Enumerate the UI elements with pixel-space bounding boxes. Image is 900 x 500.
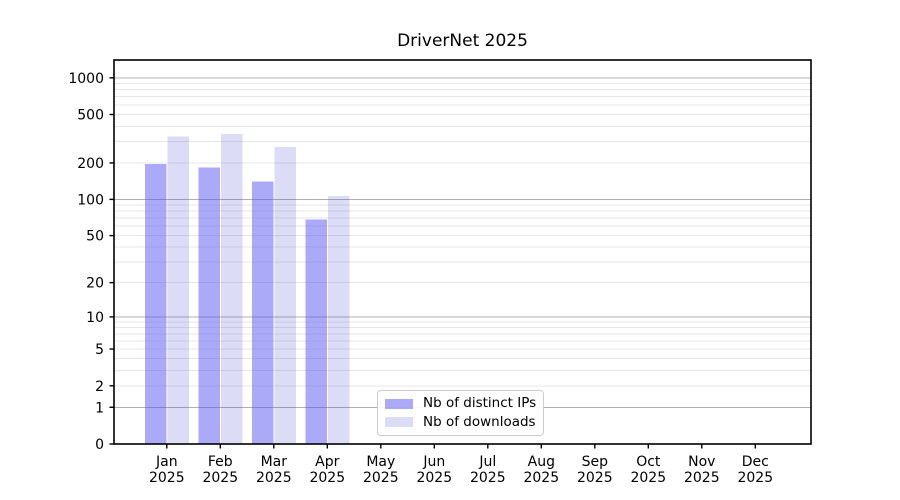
x-tick-label-month: Jun xyxy=(422,454,445,470)
legend-swatch-downloads xyxy=(385,417,413,428)
legend-item-distinct-ips: Nb of distinct IPs xyxy=(385,396,537,412)
y-tick-label: 10 xyxy=(86,310,104,326)
x-tick-label-year: 2025 xyxy=(202,470,238,486)
legend-item-downloads: Nb of downloads xyxy=(385,414,537,430)
x-tick-label-year: 2025 xyxy=(309,470,345,486)
x-tick-label-month: Nov xyxy=(688,454,715,470)
x-tick-label-year: 2025 xyxy=(737,470,773,486)
bar-jan-downloads xyxy=(167,136,189,444)
x-tick-label-month: Oct xyxy=(636,454,661,470)
legend-swatch-distinct-ips xyxy=(385,398,413,409)
y-tick-label: 2 xyxy=(95,379,104,395)
legend-label-downloads: Nb of downloads xyxy=(423,413,536,430)
bar-mar-downloads xyxy=(274,147,296,444)
legend-label-distinct-ips: Nb of distinct IPs xyxy=(423,394,537,411)
x-tick-label-year: 2025 xyxy=(149,470,185,486)
y-tick-label: 5 xyxy=(95,342,104,358)
x-tick-label-month: May xyxy=(366,454,395,470)
x-tick-label-year: 2025 xyxy=(523,470,559,486)
bar-apr-downloads xyxy=(327,195,350,444)
x-tick-label-year: 2025 xyxy=(363,470,399,486)
x-tick-label-year: 2025 xyxy=(630,470,666,486)
x-tick-label-month: Apr xyxy=(315,454,339,470)
x-axis-ticks: Jan2025Feb2025Mar2025Apr2025May2025Jun20… xyxy=(149,444,773,486)
x-tick-label-month: Aug xyxy=(528,454,555,470)
x-tick-label-year: 2025 xyxy=(684,470,720,486)
bar-series-distinct-ips xyxy=(144,164,327,444)
bar-series-downloads xyxy=(167,134,350,444)
y-tick-label: 50 xyxy=(86,229,104,245)
axes-frame xyxy=(113,59,812,445)
y-axis-ticks: 0 1 2 5 10 20 50 100 200 500 1000 xyxy=(68,71,114,453)
bar-mar-distinct-ips xyxy=(251,181,274,444)
x-tick-label-year: 2025 xyxy=(256,470,292,486)
x-tick-label-month: Mar xyxy=(261,454,288,470)
legend-box: Nb of distinct IPs Nb of downloads xyxy=(377,390,544,436)
y-tick-label: 100 xyxy=(77,192,104,208)
y-minor-gridlines xyxy=(114,82,811,387)
bar-feb-distinct-ips xyxy=(198,167,220,444)
y-tick-label: 200 xyxy=(77,156,104,172)
x-tick-label-year: 2025 xyxy=(577,470,613,486)
bar-apr-distinct-ips xyxy=(305,219,327,444)
x-tick-label-month: Feb xyxy=(208,454,233,470)
plot-background xyxy=(114,60,811,444)
x-tick-label-year: 2025 xyxy=(470,470,506,486)
x-tick-label-month: Dec xyxy=(742,454,769,470)
x-tick-label-year: 2025 xyxy=(416,470,452,486)
y-tick-label: 500 xyxy=(77,108,104,124)
chart-title: DriverNet 2025 xyxy=(397,31,528,51)
y-major-gridlines xyxy=(114,77,811,408)
y-tick-label: 0 xyxy=(95,437,104,453)
x-tick-label-month: Sep xyxy=(582,454,609,470)
bar-jan-distinct-ips xyxy=(144,164,167,444)
y-tick-label: 1 xyxy=(95,400,104,416)
x-tick-label-month: Jan xyxy=(155,454,178,470)
x-tick-label-month: Jul xyxy=(478,454,496,470)
y-tick-label: 1000 xyxy=(68,71,104,87)
y-tick-label: 20 xyxy=(86,276,104,292)
bar-feb-downloads xyxy=(220,134,243,444)
